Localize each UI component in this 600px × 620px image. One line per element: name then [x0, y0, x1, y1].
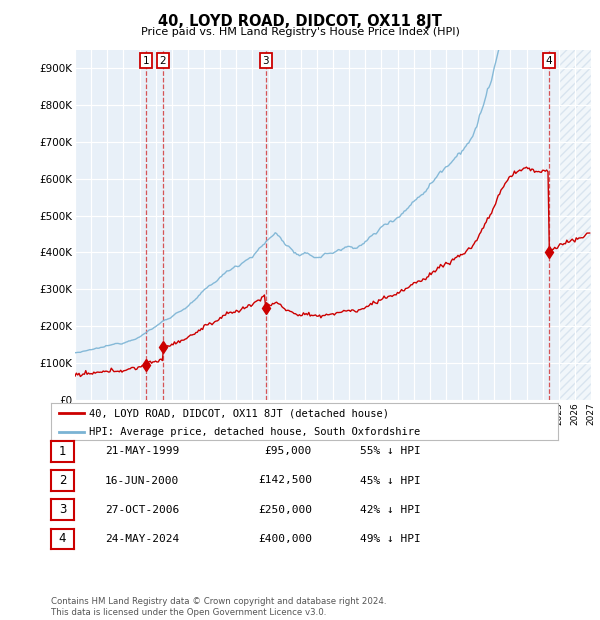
Text: 40, LOYD ROAD, DIDCOT, OX11 8JT: 40, LOYD ROAD, DIDCOT, OX11 8JT — [158, 14, 442, 29]
Text: 42% ↓ HPI: 42% ↓ HPI — [360, 505, 421, 515]
Text: 16-JUN-2000: 16-JUN-2000 — [105, 476, 179, 485]
Text: 3: 3 — [59, 503, 66, 516]
Text: HPI: Average price, detached house, South Oxfordshire: HPI: Average price, detached house, Sout… — [89, 427, 420, 437]
Text: £142,500: £142,500 — [258, 476, 312, 485]
Text: 2: 2 — [59, 474, 66, 487]
Text: 4: 4 — [545, 56, 552, 66]
Bar — [559, 50, 591, 400]
Text: Price paid vs. HM Land Registry's House Price Index (HPI): Price paid vs. HM Land Registry's House … — [140, 27, 460, 37]
Text: Contains HM Land Registry data © Crown copyright and database right 2024.
This d: Contains HM Land Registry data © Crown c… — [51, 598, 386, 617]
Text: 27-OCT-2006: 27-OCT-2006 — [105, 505, 179, 515]
Text: £95,000: £95,000 — [265, 446, 312, 456]
Bar — [559, 50, 591, 400]
Text: 49% ↓ HPI: 49% ↓ HPI — [360, 534, 421, 544]
Text: 55% ↓ HPI: 55% ↓ HPI — [360, 446, 421, 456]
Text: 45% ↓ HPI: 45% ↓ HPI — [360, 476, 421, 485]
Text: £400,000: £400,000 — [258, 534, 312, 544]
Text: 3: 3 — [262, 56, 269, 66]
Text: 40, LOYD ROAD, DIDCOT, OX11 8JT (detached house): 40, LOYD ROAD, DIDCOT, OX11 8JT (detache… — [89, 409, 389, 419]
Text: 21-MAY-1999: 21-MAY-1999 — [105, 446, 179, 456]
Text: 24-MAY-2024: 24-MAY-2024 — [105, 534, 179, 544]
Text: £250,000: £250,000 — [258, 505, 312, 515]
Text: 4: 4 — [59, 533, 66, 545]
Text: 1: 1 — [59, 445, 66, 458]
Text: 2: 2 — [160, 56, 166, 66]
Text: 1: 1 — [142, 56, 149, 66]
